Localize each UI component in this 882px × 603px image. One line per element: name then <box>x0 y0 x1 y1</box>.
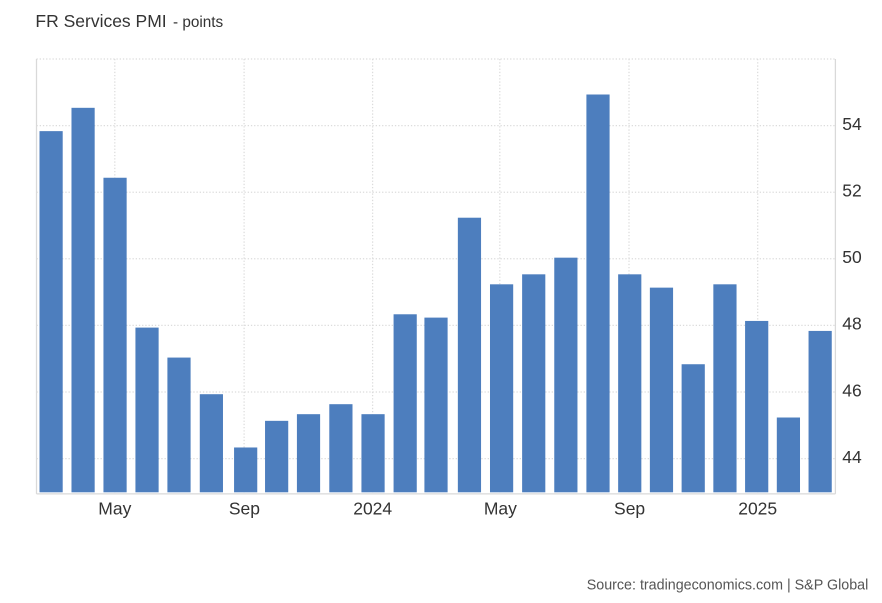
svg-text:FR Services PMI: FR Services PMI <box>35 11 166 31</box>
svg-text:44: 44 <box>842 447 862 467</box>
svg-text:Source: tradingeconomics.com |: Source: tradingeconomics.com | S&P Globa… <box>587 578 869 594</box>
svg-text:46: 46 <box>842 380 861 400</box>
svg-text:2024: 2024 <box>353 499 392 519</box>
svg-text:May: May <box>484 499 517 519</box>
svg-text:May: May <box>98 499 131 519</box>
svg-text:50: 50 <box>842 247 862 267</box>
svg-text:- points: - points <box>173 14 224 31</box>
svg-text:52: 52 <box>842 181 861 201</box>
svg-text:2025: 2025 <box>738 499 777 519</box>
svg-text:48: 48 <box>842 314 861 334</box>
svg-text:54: 54 <box>842 114 862 134</box>
svg-text:Sep: Sep <box>614 499 645 519</box>
svg-text:Sep: Sep <box>229 499 260 519</box>
